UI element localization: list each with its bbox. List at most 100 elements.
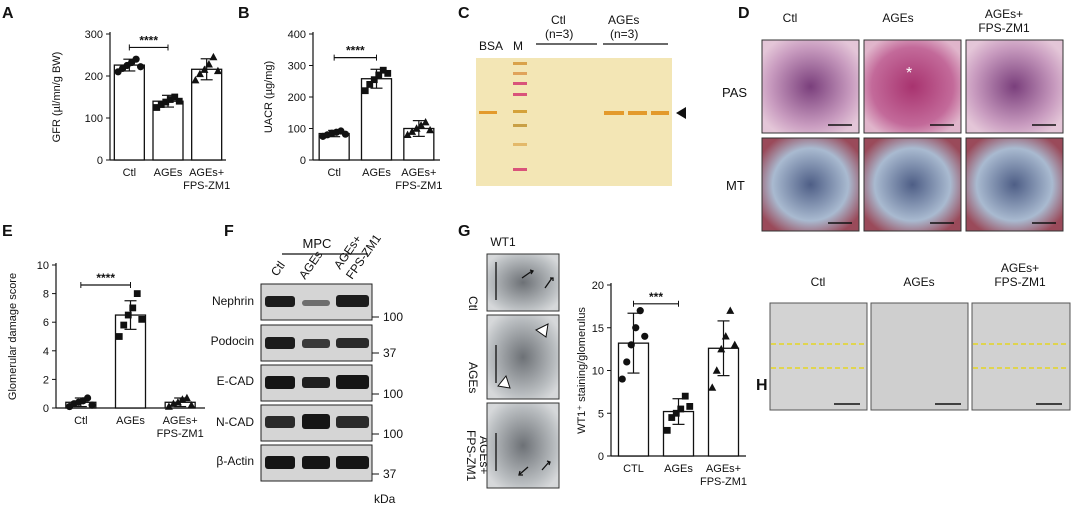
blot-kda-5: 37 [383, 467, 397, 481]
y-axis-label: UACR (µg/mg) [263, 61, 275, 133]
blot-label-ecad: E-CAD [217, 374, 255, 388]
bar [191, 68, 223, 161]
y-tick-label: 15 [592, 323, 604, 335]
panel-label-d: D [738, 5, 750, 22]
gel-panel-c: BSA M Ctl (n=3) AGEs (n=3) [476, 13, 686, 186]
data-point [120, 321, 128, 329]
y-tick-label: 300 [288, 61, 306, 73]
gel-lane-m: M [513, 39, 523, 53]
blot-kda-unit: kDa [374, 492, 396, 506]
data-point [712, 366, 721, 374]
y-axis-label: WT1⁺ staining/glomerulus [576, 307, 588, 434]
data-point [209, 52, 218, 61]
panel-label-f: F [224, 223, 234, 240]
gel-group-ctl: Ctl [551, 13, 566, 27]
data-point [668, 414, 676, 421]
gel-band-bsa [479, 111, 497, 114]
blot-kda-2: 37 [383, 346, 397, 360]
y-tick-label: 10 [592, 366, 604, 378]
wt1-img-ctl [486, 253, 560, 312]
x-tick-label: Ctl [123, 167, 136, 179]
data-point [124, 311, 132, 319]
x-tick-label: FPS-ZM1 [157, 428, 204, 440]
scratch-img-fps [971, 302, 1071, 411]
scratch-col-ages: AGEs [903, 275, 934, 289]
histo-pas-ctl [761, 39, 860, 134]
y-tick-label: 4 [43, 346, 49, 358]
x-tick-label: AGEs [362, 167, 391, 179]
data-point [730, 340, 739, 349]
y-tick-label: 0 [43, 403, 49, 415]
data-point [157, 101, 165, 108]
wt1-row-ages: AGEs [466, 362, 480, 393]
panel-label-h: H [756, 377, 768, 394]
western-blot-panel-f: MPC Ctl AGEs AGEs+ FPS-ZM1 Nephrin Podoc… [211, 231, 404, 506]
data-point [133, 290, 141, 297]
y-tick-label: 200 [288, 92, 306, 104]
data-point [341, 130, 350, 138]
y-tick-label: 400 [288, 29, 306, 41]
histo-mt-ages [863, 137, 962, 232]
gel-arrowhead-icon [676, 107, 686, 119]
wt1-title: WT1 [490, 235, 516, 249]
data-point [681, 392, 689, 400]
x-tick-label: AGEs+ [706, 463, 741, 475]
blot-kda-4: 100 [383, 427, 403, 441]
x-tick-label: AGEs+ [401, 167, 436, 179]
histo-pas-ages [863, 39, 962, 134]
data-point [370, 76, 378, 84]
blot-label-ncad: N-CAD [216, 415, 254, 429]
open-arrowhead-icon [497, 374, 511, 389]
blot-label-nephrin: Nephrin [212, 294, 254, 308]
wt1-images-panel-g: WT1 Ctl AGEs AGEs+ FPS-ZM1 [464, 235, 560, 489]
gel-lane-bsa: BSA [479, 39, 503, 53]
y-tick-label: 10 [37, 260, 49, 272]
histo-row-mt: MT [726, 178, 745, 193]
gel-band-ages-2 [628, 111, 647, 115]
data-point [187, 400, 196, 409]
data-point [421, 118, 430, 126]
bar [114, 314, 147, 409]
data-point [204, 60, 213, 68]
data-point [83, 394, 92, 402]
bar [113, 64, 145, 161]
data-point [171, 93, 179, 101]
bar [152, 100, 184, 161]
y-tick-label: 2 [43, 374, 49, 386]
data-point [195, 69, 204, 78]
data-point [677, 405, 685, 413]
data-point [115, 333, 123, 340]
wt1-row-fps: FPS-ZM1 [464, 430, 478, 482]
scratch-assay-panel-h: Ctl AGEs AGEs+ FPS-ZM1 [769, 261, 1071, 411]
open-arrowhead-icon [535, 323, 549, 338]
data-point [726, 306, 735, 314]
x-tick-label: FPS-ZM1 [700, 476, 747, 488]
histology-panel-d: Ctl AGEs AGEs+ FPS-ZM1 PAS MT * [722, 7, 1064, 232]
y-tick-label: 200 [85, 71, 103, 83]
data-point [164, 402, 173, 410]
gel-group-ctl-n: (n=3) [545, 27, 573, 41]
panel-label-e: E [2, 223, 13, 240]
data-point [200, 65, 209, 73]
blot-group-mpc: MPC [303, 236, 332, 251]
data-point [366, 81, 374, 88]
chart-wt1-staining: 0 5 10 15 20 WT1⁺ staining/glomerulus CTL AGEs A… [576, 280, 747, 488]
x-tick-label: AGEs+ [163, 415, 198, 427]
gel-band-ages-1 [604, 111, 624, 115]
significance-label: **** [346, 44, 365, 58]
y-tick-label: 0 [598, 451, 604, 463]
y-tick-label: 0 [97, 155, 103, 167]
wt1-img-fps [486, 402, 560, 489]
data-point [166, 96, 174, 103]
data-point [686, 403, 694, 410]
wt1-row-ctl: Ctl [466, 296, 480, 311]
data-point [191, 76, 200, 84]
data-point [618, 375, 626, 383]
scratch-col-fps: FPS-ZM1 [994, 275, 1046, 289]
x-tick-label: FPS-ZM1 [183, 180, 230, 192]
x-tick-label: CTL [623, 463, 644, 475]
blot-lane-ctl: Ctl [268, 259, 288, 279]
y-tick-label: 100 [288, 124, 306, 136]
data-point [138, 315, 146, 323]
